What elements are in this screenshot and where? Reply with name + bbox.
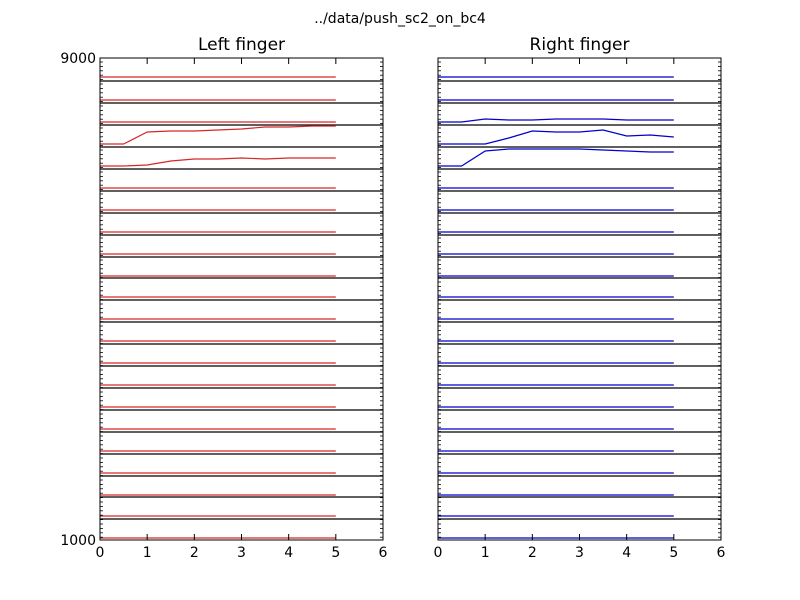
right-series-line [438, 118, 674, 123]
right-x-tick-label: 3 [575, 545, 584, 561]
right-x-tick-label: 0 [434, 545, 443, 561]
left-y-tick-label-bottom: 1000 [60, 533, 96, 549]
left-series-line [100, 157, 336, 167]
left-x-tick-label: 4 [284, 545, 293, 561]
left-x-tick-label: 5 [331, 545, 340, 561]
right-series-line [438, 129, 674, 145]
left-x-tick-label: 0 [96, 545, 105, 561]
right-panel-title: Right finger [529, 35, 630, 55]
left-x-tick-label: 6 [379, 545, 388, 561]
left-x-tick-label: 1 [143, 545, 152, 561]
right-x-tick-label: 2 [528, 545, 537, 561]
right-x-tick-label: 1 [481, 545, 490, 561]
right-series-line [438, 148, 674, 167]
left-y-tick-label-top: 9000 [60, 51, 96, 67]
right-x-tick-label: 4 [622, 545, 631, 561]
left-x-tick-label: 2 [190, 545, 199, 561]
figure-title: ../data/push_sc2_on_bc4 [314, 11, 486, 27]
right-x-tick-label: 6 [717, 545, 726, 561]
right-axes-frame [437, 57, 722, 541]
left-x-tick-label: 3 [237, 545, 246, 561]
left-panel-title: Left finger [197, 35, 286, 55]
right-x-tick-label: 5 [669, 545, 678, 561]
left-axes-frame [99, 57, 384, 541]
left-series-line [100, 125, 336, 145]
